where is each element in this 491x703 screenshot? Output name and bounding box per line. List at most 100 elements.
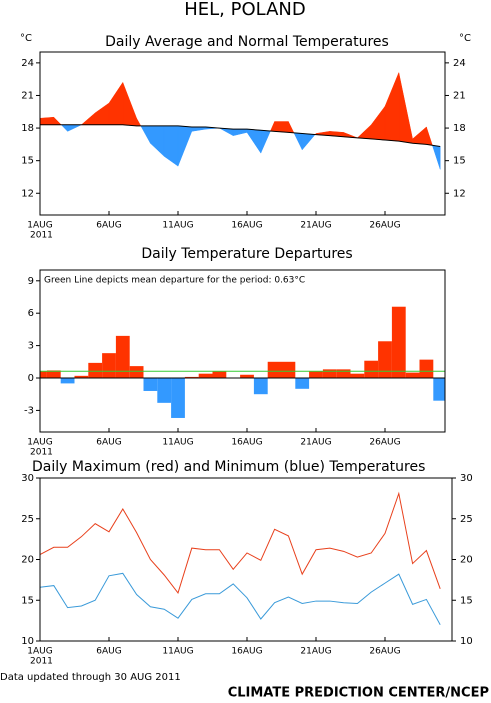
departure-fill: [370, 105, 386, 141]
bar: [281, 361, 296, 378]
y2-tick-label: 25: [460, 514, 473, 525]
chart-title: Daily Maximum (red) and Minimum (blue) T…: [32, 459, 425, 475]
bar: [143, 378, 158, 391]
departure-fill: [122, 82, 137, 127]
departure-fill: [432, 144, 441, 170]
y-tick-label: 3: [28, 341, 34, 352]
x-tick-label: 1AUG: [27, 438, 52, 448]
frame: [39, 51, 446, 216]
departure-fill: [246, 128, 262, 154]
x-tick-label: 26AUG: [369, 221, 400, 231]
y-tick-label: 0: [28, 373, 34, 384]
bar: [46, 370, 61, 378]
bar: [115, 335, 130, 378]
y2-tick-label: 15: [460, 595, 473, 606]
y-tick-label: 24: [21, 58, 34, 69]
departure-fill: [163, 125, 179, 167]
y-tick-label: 30: [21, 473, 34, 484]
bar: [322, 369, 337, 378]
x-year-label: 2011: [30, 657, 53, 667]
update-note: Data updated through 30 AUG 2011: [0, 672, 181, 683]
x-tick-label: 6AUG: [96, 221, 121, 231]
y2-tick-label: 12: [453, 188, 466, 199]
departure-fill: [293, 132, 303, 150]
y-unit: °C: [20, 33, 32, 44]
bar: [40, 371, 47, 378]
bar: [419, 359, 434, 378]
plot-area: [40, 72, 441, 170]
bar: [212, 371, 227, 378]
departure-fill: [60, 124, 68, 132]
x-tick-label: 6AUG: [96, 647, 121, 657]
bar: [88, 362, 103, 378]
departure-fill: [80, 112, 96, 126]
credit: CLIMATE PREDICTION CENTER/NCEP: [228, 686, 489, 701]
departure-fill: [426, 126, 433, 146]
x-tick-label: 16AUG: [231, 438, 262, 448]
x-tick-label: 26AUG: [369, 647, 400, 657]
bar: [184, 376, 199, 378]
x-tick-label: 1AUG: [27, 647, 52, 657]
bar: [309, 371, 323, 378]
departure-fill: [288, 121, 295, 134]
bar: [253, 378, 268, 395]
frame: [39, 477, 453, 642]
chart-title: Daily Average and Normal Temperatures: [105, 34, 389, 50]
temp-line: [40, 491, 441, 594]
x-tick-label: 11AUG: [162, 438, 193, 448]
bar: [336, 369, 351, 378]
departure-fill: [40, 116, 55, 126]
y2-tick-label: 21: [453, 90, 466, 101]
y2-tick-label: 30: [460, 473, 473, 484]
departure-fill: [150, 125, 165, 157]
chart-title: Daily Temperature Departures: [141, 246, 352, 262]
bar: [391, 306, 406, 378]
y-tick-label: 9: [28, 276, 34, 287]
bar: [295, 378, 310, 389]
y2-tick-label: 18: [453, 123, 466, 134]
plot-area: [40, 491, 441, 625]
x-year-label: 2011: [30, 231, 53, 241]
bar: [198, 373, 213, 378]
bar: [240, 374, 254, 378]
departure-fill: [94, 102, 110, 126]
bar: [350, 373, 365, 378]
y-tick-label: 10: [21, 636, 34, 647]
departure-fill: [270, 121, 275, 132]
x-tick-label: 1AUG: [27, 221, 52, 231]
bar: [129, 366, 144, 378]
departure-fill: [67, 124, 82, 132]
y-tick-label: 18: [21, 123, 34, 134]
y-tick-label: 15: [21, 595, 34, 606]
y-tick-label: 21: [21, 90, 34, 101]
y2-tick-label: 24: [453, 58, 466, 69]
departure-fill: [274, 121, 289, 133]
bar: [378, 341, 392, 378]
plot-area: [40, 306, 445, 418]
y-tick-label: 20: [21, 555, 34, 566]
bar: [433, 378, 445, 401]
departure-fill: [232, 128, 248, 136]
y-tick-label: 25: [21, 514, 34, 525]
bar: [171, 378, 185, 418]
bar: [102, 353, 116, 378]
departure-fill: [412, 126, 427, 145]
y2-tick-label: 10: [460, 636, 473, 647]
normal-line: [40, 124, 441, 148]
departure-fill: [384, 72, 400, 142]
departure-fill: [108, 81, 124, 126]
bar: [267, 361, 282, 378]
departure-fill: [140, 125, 151, 144]
x-tick-label: 16AUG: [231, 221, 262, 231]
y2-tick-label: 15: [453, 156, 466, 167]
temp-line: [40, 572, 441, 625]
departure-fill: [356, 124, 372, 140]
y-tick-label: 15: [21, 156, 34, 167]
x-tick-label: 21AUG: [300, 438, 331, 448]
bar: [60, 378, 75, 384]
departure-fill: [177, 125, 193, 167]
departure-fill: [53, 116, 62, 126]
y2-unit: °C: [459, 33, 471, 44]
